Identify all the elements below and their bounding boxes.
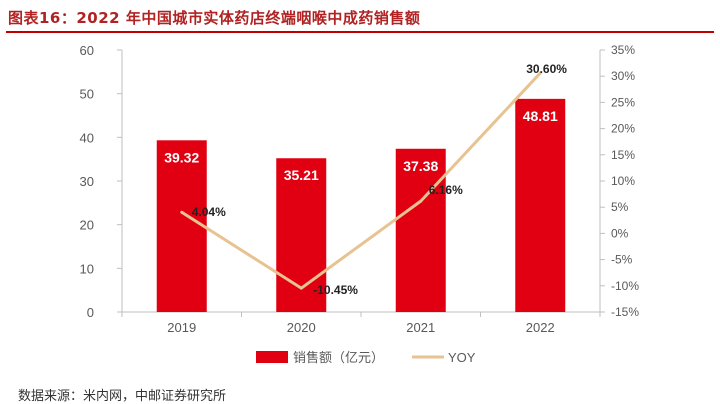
x-tick-label: 2022 <box>526 320 555 335</box>
legend-label-line: YOY <box>448 350 476 365</box>
x-tick-label: 2021 <box>406 320 435 335</box>
yoy-point <box>538 71 542 75</box>
bar-value-label: 48.81 <box>523 108 558 124</box>
axes: 0 10 20 30 40 50 60 -15% -10% -5% 0% 5% 10% 15% 20% 25%… <box>80 43 640 335</box>
legend-label-bar: 销售额（亿元） <box>293 350 384 365</box>
legend: 销售额（亿元） YOY <box>256 350 476 365</box>
y-tick-label-right: -10% <box>611 279 639 293</box>
y-tick-label-right: 0% <box>611 226 629 240</box>
yoy-point <box>180 210 184 214</box>
yoy-value-label: -10.45% <box>313 283 358 297</box>
bar <box>395 148 446 312</box>
x-tick-label: 2020 <box>287 320 316 335</box>
y-tick-label-left: 50 <box>80 87 94 102</box>
y-tick-label-right: 20% <box>611 122 635 136</box>
figure-title: 图表16：2022 年中国城市实体药店终端咽喉中成药销售额 <box>8 9 421 27</box>
y-tick-label-left: 30 <box>80 174 94 189</box>
source-note: 数据来源：米内网，中邮证券研究所 <box>18 389 227 404</box>
y-tick-label-right: -15% <box>611 305 639 319</box>
yoy-value-label: 30.60% <box>526 62 567 76</box>
bar-value-label: 35.21 <box>284 167 319 183</box>
legend-swatch-bar <box>256 351 288 363</box>
yoy-value-label: 4.04% <box>192 205 226 219</box>
y-tick-label-right: 35% <box>611 43 635 57</box>
yoy-point <box>419 199 423 203</box>
yoy-point <box>299 286 303 290</box>
y-tick-label-left: 0 <box>87 305 94 320</box>
y-tick-label-left: 10 <box>80 261 94 276</box>
title-rule <box>6 31 714 33</box>
bar <box>515 98 566 312</box>
bar-value-label: 39.32 <box>164 149 199 165</box>
yoy-line <box>180 72 542 290</box>
bar-value-label: 37.38 <box>403 158 438 174</box>
bar <box>156 140 207 312</box>
y-tick-label-right: -5% <box>611 253 633 267</box>
y-tick-label-left: 40 <box>80 130 94 145</box>
y-tick-label-right: 10% <box>611 174 635 188</box>
line-series <box>180 71 542 290</box>
y-tick-label-right: 30% <box>611 69 635 83</box>
y-tick-label-left: 60 <box>80 43 94 58</box>
y-tick-label-left: 20 <box>80 218 94 233</box>
data-labels: 39.32 35.21 37.38 48.81 4.04% -10.45% 6.16% 30.… <box>164 62 567 297</box>
x-tick-label: 2019 <box>167 320 196 335</box>
y-tick-label-right: 15% <box>611 148 635 162</box>
yoy-value-label: 6.16% <box>429 183 463 197</box>
y-tick-label-right: 5% <box>611 200 629 214</box>
y-tick-label-right: 25% <box>611 95 635 109</box>
